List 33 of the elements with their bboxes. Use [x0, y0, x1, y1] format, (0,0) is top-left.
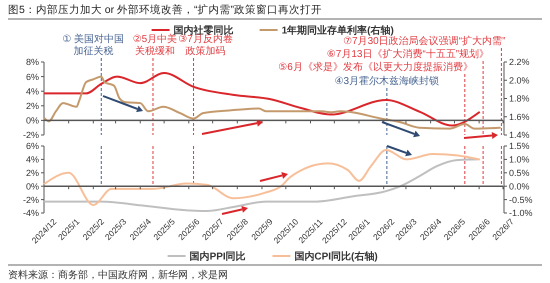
y-tick-label: -2%	[22, 194, 39, 205]
y-tick-label: 2%	[26, 168, 39, 178]
y-tick-label: -2%	[22, 130, 39, 140]
ref-line-label: ④3月霍尔木兹海峡封锁	[334, 75, 440, 87]
ref-line-label: ⑦7月30日政治局会议强调“扩大内需”	[343, 35, 506, 47]
ref-line-label: ⑥7月13日《扩大消费“十五五”规划》	[326, 48, 490, 60]
y-tick-label: 2%	[26, 100, 39, 111]
legend-label: 1年期同业存单利率(右轴)	[282, 24, 394, 36]
y2-tick-label: 2.2%	[509, 57, 530, 68]
y-tick-label: -4%	[22, 208, 39, 218]
y-tick-label: 0%	[26, 116, 39, 126]
y-tick-label: 0%	[26, 181, 39, 192]
y-tick-label: 6%	[26, 72, 39, 82]
y2-tick-label: 1.4%	[509, 130, 530, 140]
y2-tick-label: 1.8%	[509, 94, 530, 104]
y2-tick-label: 1.0%	[509, 154, 530, 165]
y-tick-label: 4%	[26, 154, 39, 165]
ref-line-label: ① 美国对中国加征关税	[62, 33, 124, 57]
legend-label: 国内PPI同比	[190, 250, 246, 262]
y2-tick-label: 1.5%	[509, 141, 530, 152]
y2-tick-label: 1.6%	[509, 112, 530, 122]
y2-tick-label: 0.5%	[509, 168, 530, 178]
legend-label: 国内CPI同比(右轴)	[294, 250, 378, 262]
y-tick-label: 6%	[26, 141, 39, 152]
y2-tick-label: -1.0%	[509, 208, 533, 218]
text: 资料来源：商务部，中国政府网，新华网，求是网	[8, 269, 228, 281]
y-tick-label: 4%	[26, 86, 39, 96]
chart-title: 图5：内部压力加大 or 外部环境改善，“扩内需”政策窗口再次打开	[8, 3, 322, 16]
ref-line-label: ⑤6月《求是》发布《以更大力度提振消费》	[278, 61, 473, 73]
y2-tick-label: 0.0%	[509, 181, 530, 192]
y2-tick-label: -0.5%	[509, 194, 533, 205]
y2-tick-label: 2.0%	[509, 75, 530, 86]
y-tick-label: 8%	[26, 57, 39, 68]
